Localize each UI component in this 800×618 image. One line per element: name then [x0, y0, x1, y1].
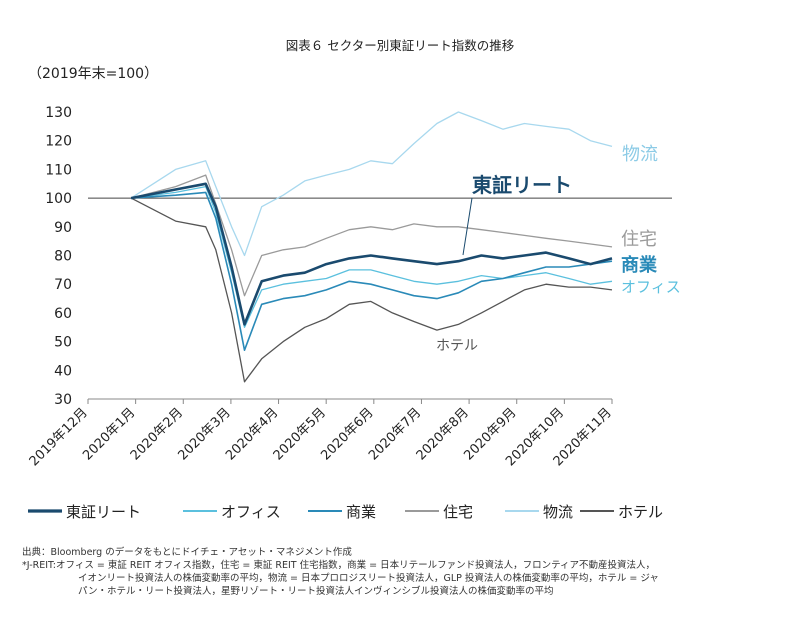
direct-label-1: 東証リート — [472, 173, 572, 197]
legend-label-1: オフィス — [221, 503, 281, 521]
y-tick-label: 40 — [54, 363, 72, 379]
direct-label-2: 住宅 — [621, 229, 657, 250]
legend: 東証リート オフィス 商業 住宅 物流 ホテル — [28, 503, 663, 521]
legend-label-0: 東証リート — [66, 503, 141, 521]
direct-label-pointer — [462, 197, 473, 256]
y-tick-label: 130 — [45, 105, 72, 121]
y-axis: 30 40 50 60 70 80 90 100 110 120 130 — [45, 105, 72, 408]
legend-label-3: 住宅 — [443, 503, 473, 521]
note-line-1: *J-REIT:オフィス = 東証 REIT オフィス指数，住宅 = 東証 RE… — [22, 560, 656, 571]
unit-label: （2019年末=100） — [28, 66, 158, 82]
direct-label-3: 商業 — [621, 254, 658, 276]
y-tick-label: 110 — [45, 162, 72, 178]
note-line-2: イオンリート投資法人の株価変動率の平均，物流 = 日本プロロジスリート投資法人，… — [78, 573, 659, 584]
series-line-5 — [130, 197, 613, 383]
chart-title: 図表６ セクター別東証リート指数の推移 — [286, 38, 514, 53]
direct-label-5: ホテル — [436, 338, 478, 354]
y-tick-label: 70 — [54, 277, 72, 293]
series-line-4 — [130, 111, 613, 257]
series-line-3 — [130, 174, 613, 297]
notes: 出典：Bloomberg のデータをもとにドイチェ・アセット・マネジメント作成 … — [22, 546, 782, 598]
x-tick-label: 2019年12月 — [27, 405, 91, 469]
y-tick-label: 80 — [54, 249, 72, 265]
series-line-2 — [131, 191, 613, 352]
direct-label-4: オフィス — [621, 278, 681, 296]
chart: 図表６ セクター別東証リート指数の推移 （2019年末=100） 30 40 50 6… — [27, 38, 681, 521]
series-line-1 — [131, 185, 613, 328]
y-tick-label: 120 — [45, 134, 72, 150]
legend-label-4: 物流 — [543, 503, 573, 521]
legend-label-5: ホテル — [618, 503, 663, 521]
y-tick-label: 50 — [54, 335, 72, 351]
x-axis: 2019年12月2020年1月2020年2月2020年3月2020年4月2020… — [27, 398, 615, 469]
y-tick-label: 100 — [45, 191, 72, 207]
series-lines — [130, 111, 613, 383]
series-line-0 — [130, 182, 613, 326]
source-note: 出典：Bloomberg のデータをもとにドイチェ・アセット・マネジメント作成 — [22, 547, 352, 558]
note-line-3: パン・ホテル・リート投資法人，星野リゾート・リート投資法人インヴィンシブル投資法… — [78, 586, 554, 597]
direct-label-0: 物流 — [622, 144, 658, 165]
legend-label-2: 商業 — [346, 503, 376, 521]
y-tick-label: 90 — [54, 220, 72, 236]
y-tick-label: 60 — [54, 306, 72, 322]
y-tick-label: 30 — [54, 392, 72, 408]
